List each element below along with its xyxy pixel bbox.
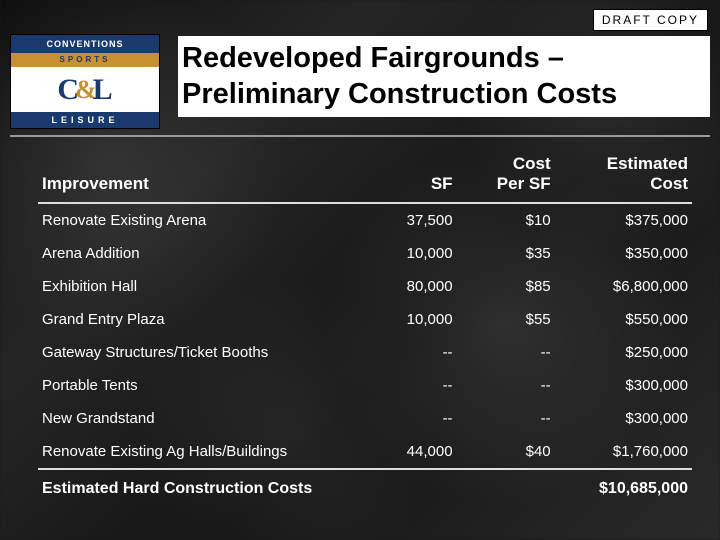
cell-cost-per-sf: $85 bbox=[457, 270, 555, 303]
cell-improvement: Grand Entry Plaza bbox=[38, 303, 365, 336]
col-header-est-l2: Cost bbox=[650, 174, 688, 193]
title-line-1: Redeveloped Fairgrounds – bbox=[182, 42, 564, 74]
footer-est: $10,685,000 bbox=[555, 469, 692, 506]
cell-cost-per-sf: -- bbox=[457, 402, 555, 435]
cell-sf: 80,000 bbox=[365, 270, 457, 303]
cell-cost-per-sf: -- bbox=[457, 369, 555, 402]
cell-improvement: Renovate Existing Arena bbox=[38, 203, 365, 237]
table-body: Renovate Existing Arena37,500$10$375,000… bbox=[38, 203, 692, 469]
cell-cost-per-sf: $10 bbox=[457, 203, 555, 237]
cell-sf: -- bbox=[365, 402, 457, 435]
cell-improvement: Renovate Existing Ag Halls/Buildings bbox=[38, 435, 365, 469]
costs-table-wrap: Improvement SF Cost Per SF Estimated Cos… bbox=[38, 148, 692, 506]
footer-sf bbox=[365, 469, 457, 506]
col-header-sf: SF bbox=[365, 148, 457, 203]
cell-sf: -- bbox=[365, 369, 457, 402]
cell-cost-per-sf: $40 bbox=[457, 435, 555, 469]
table-header-row: Improvement SF Cost Per SF Estimated Cos… bbox=[38, 148, 692, 203]
col-header-improvement: Improvement bbox=[38, 148, 365, 203]
footer-cps bbox=[457, 469, 555, 506]
cell-cost-per-sf: $55 bbox=[457, 303, 555, 336]
table-row: Gateway Structures/Ticket Booths----$250… bbox=[38, 336, 692, 369]
cell-sf: 37,500 bbox=[365, 203, 457, 237]
logo-line-leisure: LEISURE bbox=[11, 112, 159, 128]
table-row: New Grandstand----$300,000 bbox=[38, 402, 692, 435]
cell-est-cost: $300,000 bbox=[555, 369, 692, 402]
cell-improvement: Gateway Structures/Ticket Booths bbox=[38, 336, 365, 369]
table-row: Arena Addition10,000$35$350,000 bbox=[38, 237, 692, 270]
cell-sf: 10,000 bbox=[365, 237, 457, 270]
logo-line-conventions: CONVENTIONS bbox=[11, 35, 159, 53]
col-header-cps-l1: Cost bbox=[513, 154, 551, 173]
cell-improvement: Portable Tents bbox=[38, 369, 365, 402]
col-header-est-l1: Estimated bbox=[607, 154, 688, 173]
cell-cost-per-sf: -- bbox=[457, 336, 555, 369]
cell-est-cost: $375,000 bbox=[555, 203, 692, 237]
cell-est-cost: $550,000 bbox=[555, 303, 692, 336]
cell-improvement: New Grandstand bbox=[38, 402, 365, 435]
cell-est-cost: $350,000 bbox=[555, 237, 692, 270]
table-row: Grand Entry Plaza10,000$55$550,000 bbox=[38, 303, 692, 336]
csl-logo: CONVENTIONS SPORTS C & L LEISURE bbox=[10, 34, 160, 129]
table-row: Renovate Existing Arena37,500$10$375,000 bbox=[38, 203, 692, 237]
table-row: Portable Tents----$300,000 bbox=[38, 369, 692, 402]
cell-improvement: Exhibition Hall bbox=[38, 270, 365, 303]
cell-sf: 44,000 bbox=[365, 435, 457, 469]
slide: DRAFT COPY CONVENTIONS SPORTS C & L LEIS… bbox=[0, 0, 720, 540]
draft-badge: DRAFT COPY bbox=[593, 9, 708, 31]
col-header-cps-l2: Per SF bbox=[497, 174, 551, 193]
table-row: Renovate Existing Ag Halls/Buildings44,0… bbox=[38, 435, 692, 469]
title-line-2: Preliminary Construction Costs bbox=[182, 78, 617, 110]
logo-letter-l: L bbox=[93, 73, 113, 107]
cell-sf: -- bbox=[365, 336, 457, 369]
cell-improvement: Arena Addition bbox=[38, 237, 365, 270]
cell-est-cost: $300,000 bbox=[555, 402, 692, 435]
header: CONVENTIONS SPORTS C & L LEISURE Redevel… bbox=[10, 34, 710, 137]
costs-table: Improvement SF Cost Per SF Estimated Cos… bbox=[38, 148, 692, 506]
table-footer-row: Estimated Hard Construction Costs $10,68… bbox=[38, 469, 692, 506]
page-title: Redeveloped Fairgrounds – Preliminary Co… bbox=[178, 36, 710, 117]
logo-monogram: C & L bbox=[11, 67, 159, 112]
cell-sf: 10,000 bbox=[365, 303, 457, 336]
cell-cost-per-sf: $35 bbox=[457, 237, 555, 270]
cell-est-cost: $6,800,000 bbox=[555, 270, 692, 303]
col-header-est-cost: Estimated Cost bbox=[555, 148, 692, 203]
cell-est-cost: $250,000 bbox=[555, 336, 692, 369]
cell-est-cost: $1,760,000 bbox=[555, 435, 692, 469]
footer-label: Estimated Hard Construction Costs bbox=[38, 469, 365, 506]
col-header-cost-per-sf: Cost Per SF bbox=[457, 148, 555, 203]
logo-line-sports: SPORTS bbox=[11, 53, 159, 67]
table-row: Exhibition Hall80,000$85$6,800,000 bbox=[38, 270, 692, 303]
